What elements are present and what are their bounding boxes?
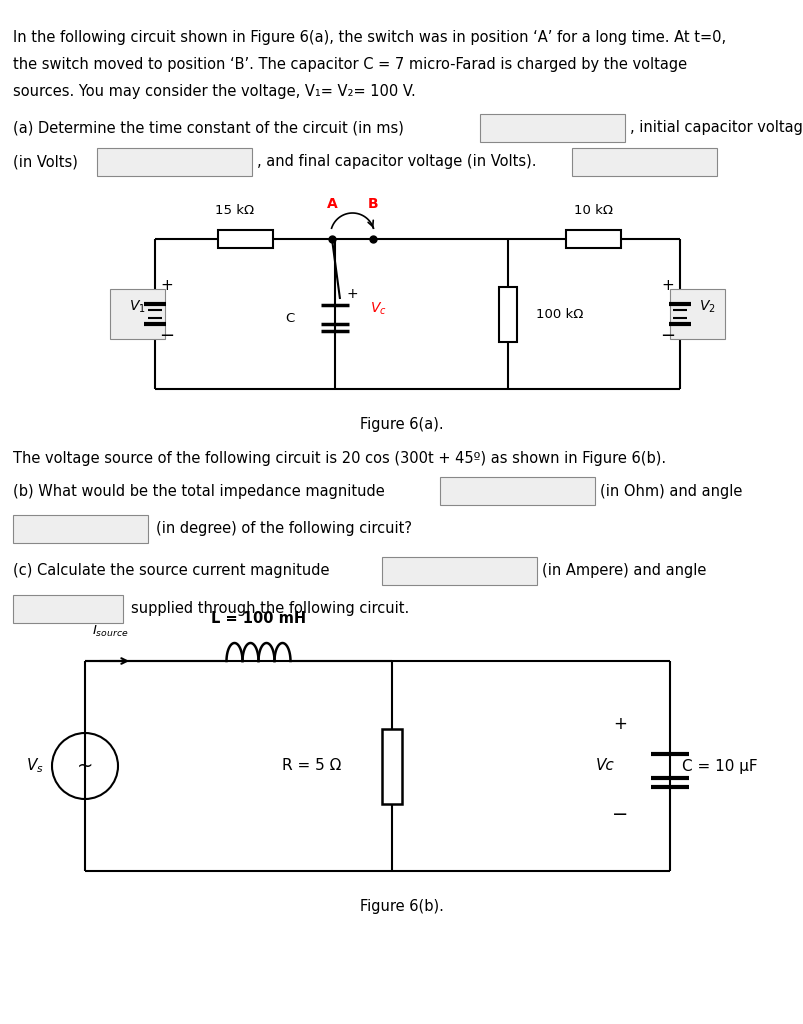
Text: −: −: [159, 327, 174, 345]
Text: $V_1$: $V_1$: [128, 299, 145, 315]
Text: ~: ~: [77, 757, 93, 775]
Text: C = 10 μF: C = 10 μF: [681, 759, 756, 773]
Text: (in Volts): (in Volts): [13, 155, 78, 170]
Text: Vc: Vc: [595, 759, 613, 773]
FancyBboxPatch shape: [110, 289, 165, 339]
FancyBboxPatch shape: [566, 230, 621, 248]
Text: (in degree) of the following circuit?: (in degree) of the following circuit?: [156, 521, 411, 537]
Text: +: +: [613, 715, 626, 733]
Text: 100 kΩ: 100 kΩ: [536, 307, 583, 321]
Text: C: C: [285, 312, 294, 326]
Text: (b) What would be the total impedance magnitude: (b) What would be the total impedance ma…: [13, 483, 385, 499]
FancyBboxPatch shape: [13, 515, 148, 543]
FancyBboxPatch shape: [381, 557, 536, 585]
Text: , initial capacitor voltage: , initial capacitor voltage: [630, 121, 803, 135]
Text: Figure 6(b).: Figure 6(b).: [360, 899, 443, 914]
Text: +: +: [346, 287, 357, 301]
Text: supplied through the following circuit.: supplied through the following circuit.: [131, 601, 409, 616]
Text: 10 kΩ: 10 kΩ: [574, 204, 613, 217]
FancyBboxPatch shape: [571, 148, 716, 176]
Text: , and final capacitor voltage (in Volts).: , and final capacitor voltage (in Volts)…: [257, 155, 536, 170]
FancyBboxPatch shape: [669, 289, 724, 339]
Text: 15 kΩ: 15 kΩ: [215, 204, 255, 217]
Text: $V_2$: $V_2$: [698, 299, 715, 315]
Text: (in Ohm) and angle: (in Ohm) and angle: [599, 483, 741, 499]
Text: B: B: [367, 197, 378, 211]
FancyBboxPatch shape: [381, 728, 402, 804]
Text: R = 5 Ω: R = 5 Ω: [282, 759, 341, 773]
Text: the switch moved to position ‘B’. The capacitor C = 7 micro-Farad is charged by : the switch moved to position ‘B’. The ca…: [13, 57, 687, 72]
Text: (a) Determine the time constant of the circuit (in ms): (a) Determine the time constant of the c…: [13, 121, 403, 135]
Text: A: A: [326, 197, 337, 211]
FancyBboxPatch shape: [13, 595, 123, 623]
Text: +: +: [661, 279, 674, 294]
Text: −: −: [659, 327, 675, 345]
Text: Figure 6(a).: Figure 6(a).: [360, 417, 443, 432]
Text: (c) Calculate the source current magnitude: (c) Calculate the source current magnitu…: [13, 563, 329, 579]
FancyBboxPatch shape: [218, 230, 272, 248]
FancyBboxPatch shape: [439, 477, 594, 505]
Text: −: −: [611, 805, 627, 823]
Text: In the following circuit shown in Figure 6(a), the switch was in position ‘A’ fo: In the following circuit shown in Figure…: [13, 30, 725, 45]
Text: The voltage source of the following circuit is 20 cos (300t + 45º) as shown in F: The voltage source of the following circ…: [13, 451, 666, 466]
FancyBboxPatch shape: [97, 148, 251, 176]
Text: $I_{source}$: $I_{source}$: [92, 624, 128, 639]
Text: sources. You may consider the voltage, V₁= V₂= 100 V.: sources. You may consider the voltage, V…: [13, 84, 415, 99]
FancyBboxPatch shape: [499, 287, 516, 341]
Text: $V_s$: $V_s$: [26, 757, 44, 775]
FancyBboxPatch shape: [479, 114, 624, 142]
Text: L = 100 mH: L = 100 mH: [210, 611, 306, 626]
Text: +: +: [161, 279, 173, 294]
Text: $V_c$: $V_c$: [369, 301, 386, 317]
Text: (in Ampere) and angle: (in Ampere) and angle: [541, 563, 706, 579]
